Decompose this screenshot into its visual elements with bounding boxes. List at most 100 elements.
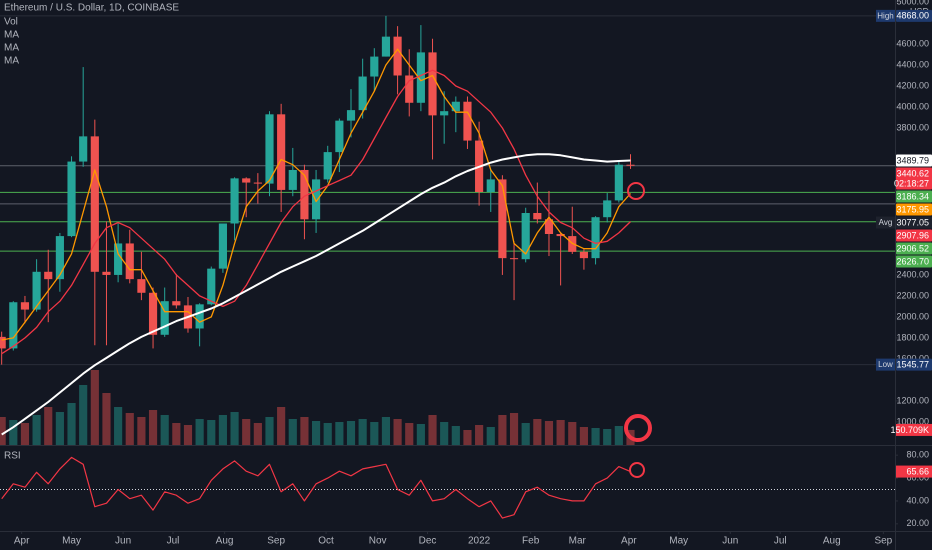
volume-bar xyxy=(160,415,169,445)
annotation-circle xyxy=(624,414,652,442)
candle-body xyxy=(79,136,88,162)
annotation-circle xyxy=(627,182,645,200)
price-badge xyxy=(896,255,932,268)
legend-ma: MA xyxy=(4,56,19,67)
price-badge xyxy=(896,242,932,255)
candle-body xyxy=(509,258,519,260)
x-tick-label: Mar xyxy=(569,536,587,547)
x-tick-label: Aug xyxy=(216,536,234,547)
volume-bar xyxy=(0,417,6,445)
price-badge xyxy=(896,358,932,371)
candle-body xyxy=(277,114,286,190)
candle-body xyxy=(312,179,321,220)
volume-bar xyxy=(20,423,30,445)
x-tick-label: May xyxy=(669,536,688,547)
price-badge-tag-label: High xyxy=(877,11,893,20)
legend-ma: MA xyxy=(4,30,19,41)
price-badge-label: 1545.77 xyxy=(896,359,929,369)
x-tick-label: 2022 xyxy=(468,536,491,547)
volume-bar xyxy=(44,407,53,445)
candle-body xyxy=(416,52,425,103)
y-tick-label: 2200.00 xyxy=(896,290,929,300)
candle-body xyxy=(323,152,332,180)
volume-bar xyxy=(323,423,332,445)
candle-body xyxy=(207,268,216,305)
price-badge-tag-label: Avg xyxy=(879,218,893,227)
price-badge-label: 3175.95 xyxy=(896,204,929,214)
price-badge-tag xyxy=(876,9,895,22)
x-tick-label: Jun xyxy=(722,536,738,547)
candle-body xyxy=(288,169,297,190)
y-tick-label: 3800.00 xyxy=(896,122,929,132)
candle-body xyxy=(521,213,530,260)
rsi-y-tick-label: 40.00 xyxy=(906,495,929,505)
volume-bar xyxy=(463,430,472,445)
x-tick-label: Oct xyxy=(318,536,334,547)
price-badge-tag xyxy=(876,358,895,371)
candle-body xyxy=(335,120,344,153)
moving-average-line xyxy=(1,69,631,355)
volume-bar xyxy=(300,417,309,445)
chart-title: Ethereum / U.S. Dollar, 1D, COINBASE xyxy=(4,3,179,14)
candle-body xyxy=(242,178,251,183)
volume-bar xyxy=(358,419,367,445)
candle-body xyxy=(55,236,64,280)
volume-bar xyxy=(346,421,356,445)
x-tick-label: Jun xyxy=(115,536,131,547)
price-badge-label: 3186.34 xyxy=(896,191,929,201)
x-tick-label: Jul xyxy=(774,536,787,547)
candle-body xyxy=(137,279,146,293)
candle-body xyxy=(265,114,274,184)
candle-body xyxy=(498,179,507,259)
candle-body xyxy=(591,217,600,259)
candle-body xyxy=(533,213,542,220)
moving-average-line xyxy=(1,48,631,341)
candle-body xyxy=(172,301,181,306)
value-badge-label: 150.709K xyxy=(890,425,929,435)
y-tick-label: 1600.00 xyxy=(896,353,929,363)
x-tick-label: Apr xyxy=(621,536,637,547)
price-badge xyxy=(896,190,932,203)
volume-bar xyxy=(195,419,204,445)
volume-bar xyxy=(335,422,344,445)
volume-bar xyxy=(381,417,391,445)
x-tick-label: Aug xyxy=(823,536,841,547)
price-badge-label: 3440.62 xyxy=(896,168,929,178)
volume-bar xyxy=(486,427,495,445)
volume-bar xyxy=(416,424,425,445)
volume-bar xyxy=(428,415,437,445)
price-badge xyxy=(896,216,932,229)
volume-bar xyxy=(218,415,227,445)
candle-body xyxy=(556,233,565,237)
volume-bar xyxy=(556,420,565,445)
volume-bar xyxy=(102,393,111,445)
volume-bar xyxy=(568,422,577,445)
x-tick-label: Feb xyxy=(522,536,540,547)
x-tick-label: Sep xyxy=(267,536,285,547)
volume-bar xyxy=(370,422,379,445)
candle-body xyxy=(9,302,18,349)
legend-volume: Vol xyxy=(4,17,18,28)
candle-body xyxy=(160,301,169,335)
y-tick-label: 4600.00 xyxy=(896,38,929,48)
moving-average-line xyxy=(1,153,631,436)
price-badge-label: 3489.79 xyxy=(896,155,929,165)
volume-bar xyxy=(114,407,123,445)
price-badge xyxy=(896,229,932,242)
candle-body xyxy=(125,243,134,280)
candle-body xyxy=(195,304,204,329)
candle-body xyxy=(381,36,391,57)
y-tick-label: 1200.00 xyxy=(896,395,929,405)
rsi-line xyxy=(1,456,631,519)
candle-body xyxy=(603,200,612,218)
candle-body xyxy=(544,219,554,234)
volume-bar xyxy=(125,413,134,445)
x-tick-label: Sep xyxy=(874,536,892,547)
volume-bar xyxy=(393,419,402,445)
volume-bar xyxy=(405,423,414,445)
price-badge-label: 2626.70 xyxy=(896,256,929,266)
volume-bar xyxy=(148,410,158,445)
y-tick-label: 1000.00 xyxy=(896,416,929,426)
